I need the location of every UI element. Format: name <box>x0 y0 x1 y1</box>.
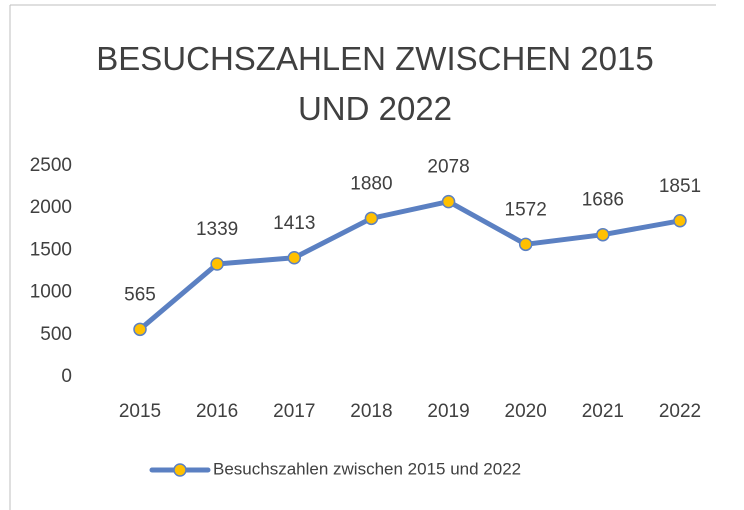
point <box>133 322 147 337</box>
x-tick-label: 2015 <box>119 401 161 422</box>
point <box>441 194 456 209</box>
x-tick-label: 2018 <box>350 401 392 422</box>
data-label: 1880 <box>350 173 392 194</box>
x-tick-label: 2017 <box>273 401 315 422</box>
data-label: 1413 <box>273 213 315 234</box>
point <box>673 214 687 228</box>
point <box>287 250 302 265</box>
y-tick-label: 0 <box>61 366 72 387</box>
x-tick-label: 2019 <box>427 401 469 422</box>
data-label: 1851 <box>659 176 701 197</box>
series-line <box>137 199 683 332</box>
data-label: 1572 <box>505 199 547 220</box>
data-label: 1686 <box>582 190 624 211</box>
data-label: 565 <box>124 284 156 305</box>
x-tick-label: 2016 <box>196 401 238 422</box>
point <box>364 211 379 226</box>
y-tick-label: 2500 <box>30 155 72 176</box>
x-tick-label: 2022 <box>659 401 701 422</box>
y-tick-label: 500 <box>40 324 72 345</box>
point <box>210 257 224 271</box>
y-tick-label: 1500 <box>30 239 72 260</box>
data-label: 1339 <box>196 219 238 240</box>
point <box>596 227 610 242</box>
point <box>518 237 533 252</box>
x-tick-label: 2020 <box>505 401 547 422</box>
legend-marker <box>173 463 187 477</box>
chart-title: BESUCHSZAHLEN ZWISCHEN 2015 UND 2022 <box>96 40 654 127</box>
data-label: 2078 <box>427 157 469 178</box>
y-tick-label: 2000 <box>30 197 72 218</box>
x-tick-label: 2021 <box>582 401 624 422</box>
y-tick-label: 1000 <box>30 282 72 303</box>
legend-label: Besuchszahlen zwischen 2015 und 2022 <box>213 459 521 478</box>
